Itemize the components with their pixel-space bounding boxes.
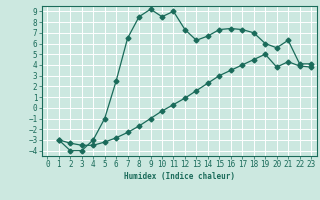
X-axis label: Humidex (Indice chaleur): Humidex (Indice chaleur) bbox=[124, 172, 235, 181]
